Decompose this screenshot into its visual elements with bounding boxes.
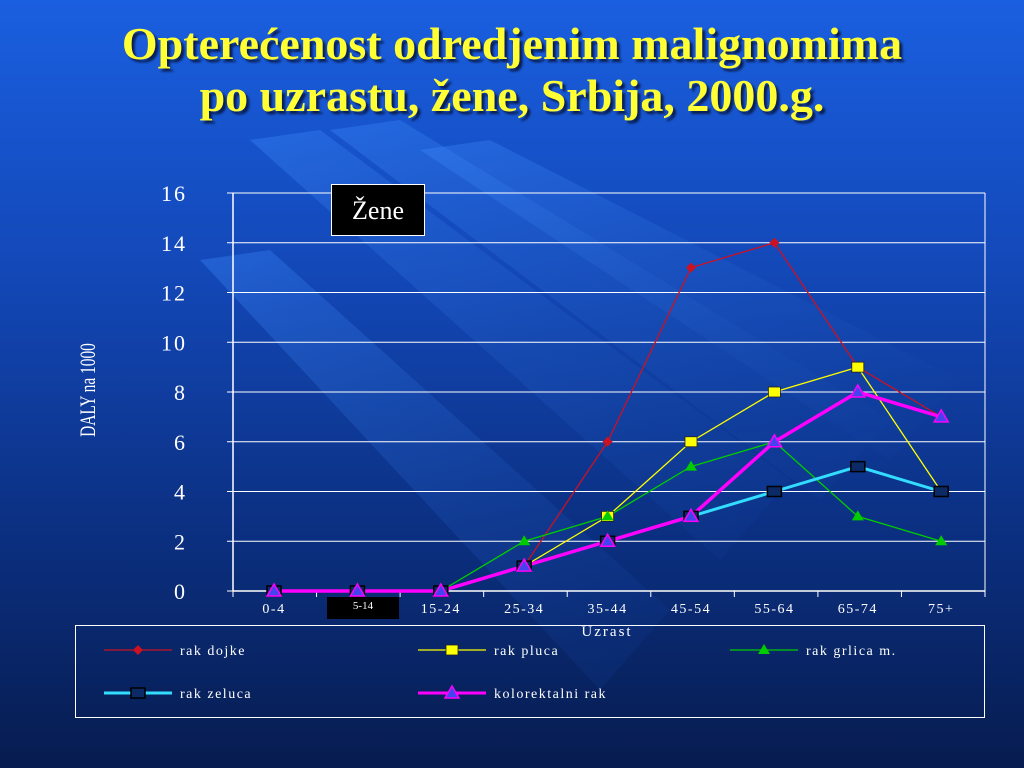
- series-markers: [265, 237, 950, 597]
- background-stripe: [250, 130, 790, 560]
- y-tick-label: 14: [161, 231, 187, 256]
- chart-title-line2: po uzrastu, žene, Srbija, 2000.g.: [199, 70, 825, 121]
- data-point: [935, 535, 948, 546]
- y-tick-label: 0: [174, 579, 187, 604]
- data-point: [515, 557, 533, 572]
- x-tick-label: 25-34: [504, 602, 544, 617]
- chart-title-line1: Opterećenost odredjenim malignomima: [121, 18, 903, 69]
- data-point: [850, 460, 866, 473]
- y-tick-labels: 0 2 4 6 8 10 12 14 16: [161, 181, 187, 604]
- data-point: [769, 237, 780, 248]
- background-stripe: [200, 250, 670, 690]
- data-point: [686, 262, 696, 273]
- data-point: [766, 485, 783, 498]
- legend: rak dojke rak pluca rak grlica m. rak zeluc…: [104, 644, 897, 702]
- data-point: [130, 687, 146, 699]
- x-tick-label: 0-4: [262, 602, 285, 617]
- age-note-label: 5-14: [327, 597, 399, 619]
- x-tick-label: 35-44: [588, 602, 628, 617]
- data-point: [933, 485, 949, 498]
- y-tick-label: 10: [161, 330, 187, 355]
- data-point: [443, 684, 461, 699]
- x-axis-title: Uzrast: [581, 624, 633, 640]
- data-point: [851, 510, 864, 521]
- data-point: [851, 361, 865, 373]
- data-point: [682, 507, 700, 523]
- data-point: [432, 582, 450, 597]
- data-point: [601, 510, 614, 521]
- background-stripe: [330, 120, 890, 500]
- data-point: [768, 386, 781, 398]
- chart-title: Opterećenost odredjenim malignomima po u…: [0, 18, 1024, 122]
- legend-label: rak zeluca: [180, 687, 252, 702]
- background-stripe: [420, 140, 960, 460]
- y-tick-label: 12: [161, 281, 187, 306]
- data-point: [518, 535, 531, 546]
- y-tick-label: 4: [174, 480, 187, 505]
- background-decoration: [200, 120, 960, 690]
- x-tick-label: 65-74: [838, 602, 878, 617]
- x-tick-label: 15-24: [421, 602, 461, 617]
- data-point: [602, 436, 613, 447]
- gender-badge: Žene: [331, 184, 425, 236]
- y-tick-label: 16: [161, 181, 187, 206]
- data-point: [685, 460, 697, 471]
- data-point: [932, 408, 950, 423]
- y-axis-title: DALY na 1000: [75, 343, 100, 437]
- data-point: [599, 532, 616, 547]
- data-point: [133, 645, 143, 655]
- x-tick-label: 55-64: [754, 602, 794, 617]
- data-point: [349, 582, 366, 597]
- x-tick-label: 45-54: [671, 602, 711, 617]
- data-point: [265, 582, 283, 597]
- x-tick-labels: 0-4 15-24 25-34 35-44 45-54 55-64 65-74 75+: [262, 602, 954, 617]
- y-tick-label: 8: [174, 380, 187, 405]
- y-tick-label: 2: [174, 529, 187, 554]
- data-point: [849, 383, 867, 398]
- legend-label: rak dojke: [180, 644, 246, 659]
- data-point: [758, 644, 770, 654]
- data-point: [445, 644, 459, 656]
- data-point: [684, 436, 698, 448]
- y-tick-label: 6: [174, 430, 187, 455]
- legend-label: kolorektalni rak: [494, 687, 607, 702]
- data-point: [766, 433, 783, 448]
- x-tick-label: 75+: [928, 602, 954, 617]
- legend-label: rak grlica m.: [806, 644, 897, 659]
- legend-frame: [75, 625, 985, 718]
- legend-label: rak pluca: [494, 644, 559, 659]
